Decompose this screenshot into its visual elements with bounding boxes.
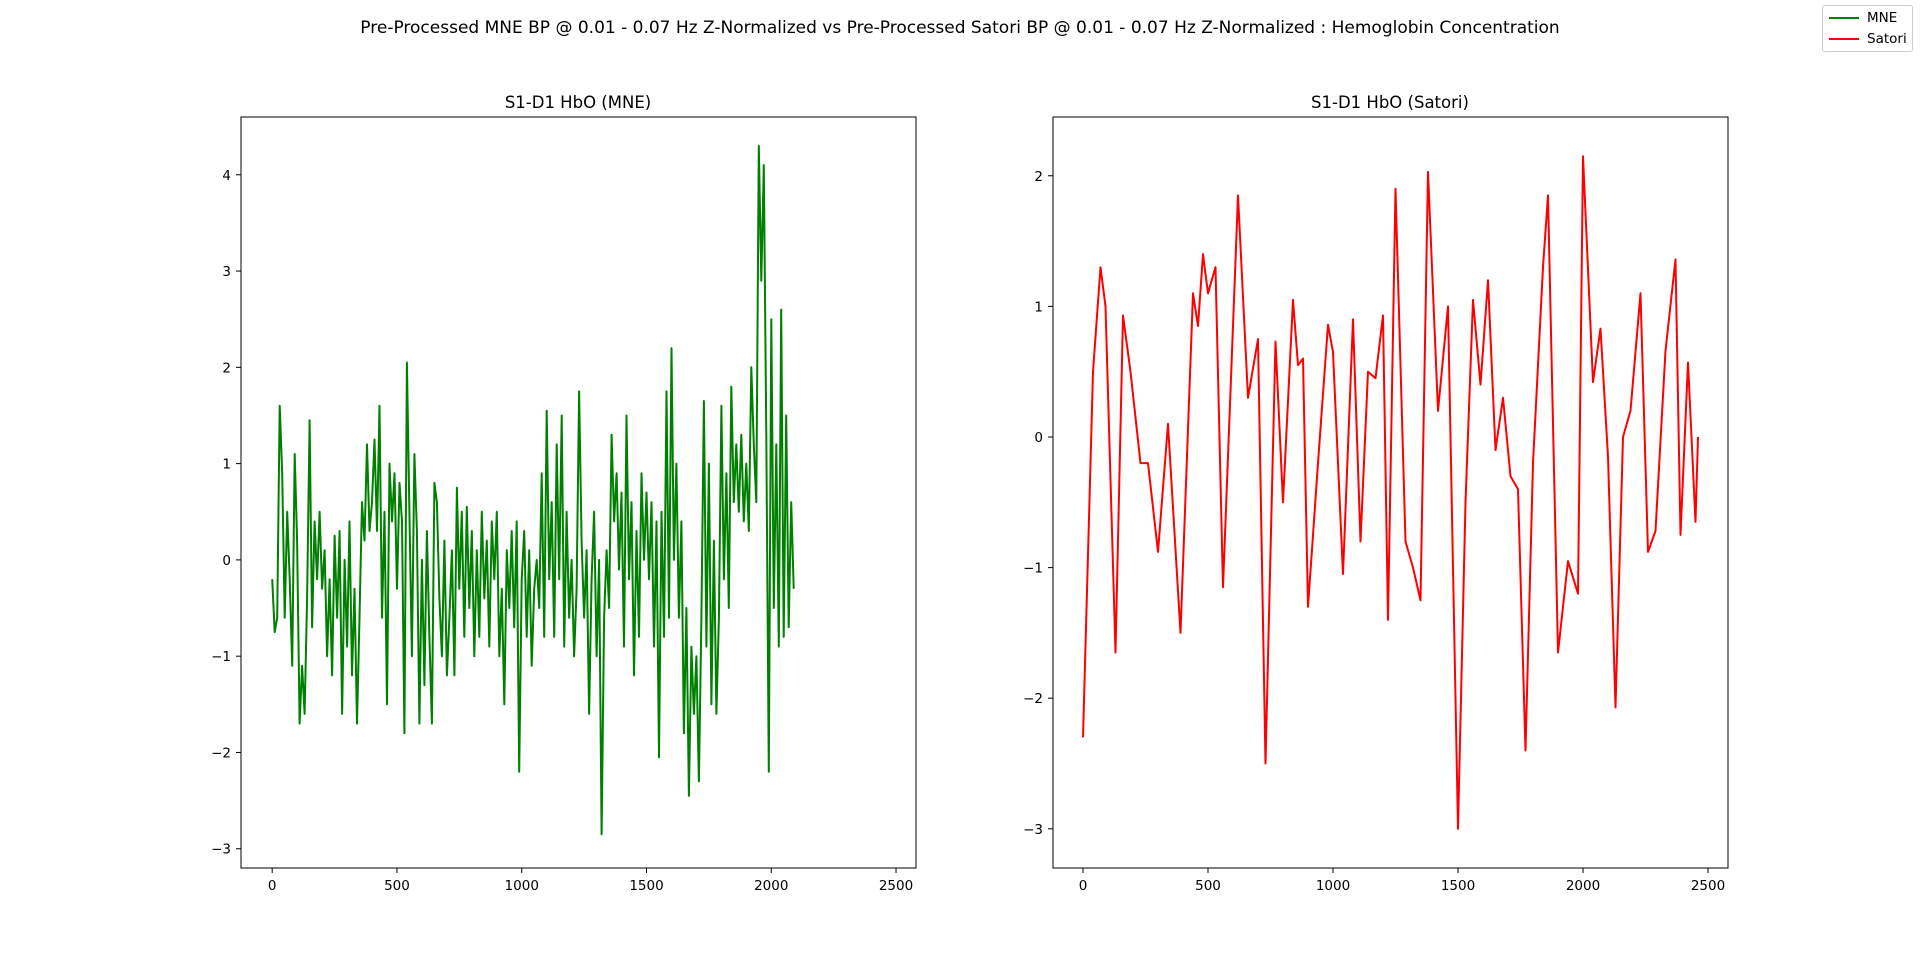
legend-label-satori: Satori [1867, 31, 1907, 47]
y-tick-label-mne: 0 [222, 553, 231, 569]
subplot-title-satori: S1-D1 HbO (Satori) [1311, 93, 1469, 112]
plot-area-mne [240, 116, 917, 869]
x-tick-label-mne: 500 [384, 878, 410, 894]
x-tick-label-satori: 0 [1079, 878, 1088, 894]
y-tick-label-satori: 0 [1034, 430, 1043, 446]
y-tick-label-satori: −1 [1023, 561, 1043, 577]
subplot-satori: S1-D1 HbO (Satori) 0 500 1000 1500 2000 2500 −… [1023, 93, 1729, 894]
subplot-mne: S1-D1 HbO (MNE) 0 500 1000 1500 2000 2500 −3 −2… [211, 93, 917, 894]
x-tick-label-satori: 2000 [1566, 878, 1600, 894]
y-tick-label-mne: −2 [211, 745, 231, 761]
legend-item-mne: MNE [1829, 9, 1897, 27]
x-tick-label-satori: 2500 [1691, 878, 1725, 894]
y-tick-label-mne: 4 [222, 168, 231, 184]
y-tick-label-mne: −1 [211, 649, 231, 665]
series-line-mne [271, 144, 795, 836]
subplot-title-mne: S1-D1 HbO (MNE) [505, 93, 651, 112]
y-tick-label-satori: 2 [1034, 169, 1043, 185]
x-tick-label-mne: 1000 [505, 878, 539, 894]
y-tick-label-mne: 1 [222, 457, 231, 473]
y-tick-label-satori: −2 [1023, 691, 1043, 707]
x-tick-label-satori: 1000 [1316, 878, 1350, 894]
legend: MNE Satori [1822, 5, 1913, 52]
x-tick-label-mne: 1500 [629, 878, 663, 894]
legend-item-satori: Satori [1829, 30, 1907, 48]
x-tick-label-mne: 2500 [879, 878, 913, 894]
plot-area-satori [1052, 116, 1729, 869]
legend-label-mne: MNE [1867, 10, 1898, 26]
axis-ticks-satori: 0 500 1000 1500 2000 2500 −3 −2 −1 0 1 2 [1023, 169, 1725, 894]
y-tick-label-mne: 2 [222, 360, 231, 376]
x-tick-label-satori: 1500 [1441, 878, 1475, 894]
series-line-satori [1082, 155, 1699, 830]
x-tick-label-mne: 2000 [754, 878, 788, 894]
legend-swatch-mne [1829, 17, 1859, 19]
y-tick-label-satori: −3 [1023, 822, 1043, 838]
suptitle: Pre-Processed MNE BP @ 0.01 - 0.07 Hz Z-… [360, 18, 1559, 38]
y-tick-label-mne: 3 [222, 264, 231, 280]
axis-ticks-mne: 0 500 1000 1500 2000 2500 −3 −2 −1 0 1 2 3 4 [211, 168, 913, 894]
x-tick-label-mne: 0 [268, 878, 277, 894]
legend-swatch-satori [1829, 38, 1859, 40]
y-tick-label-mne: −3 [211, 842, 231, 858]
x-tick-label-satori: 500 [1195, 878, 1221, 894]
y-tick-label-satori: 1 [1034, 299, 1043, 315]
